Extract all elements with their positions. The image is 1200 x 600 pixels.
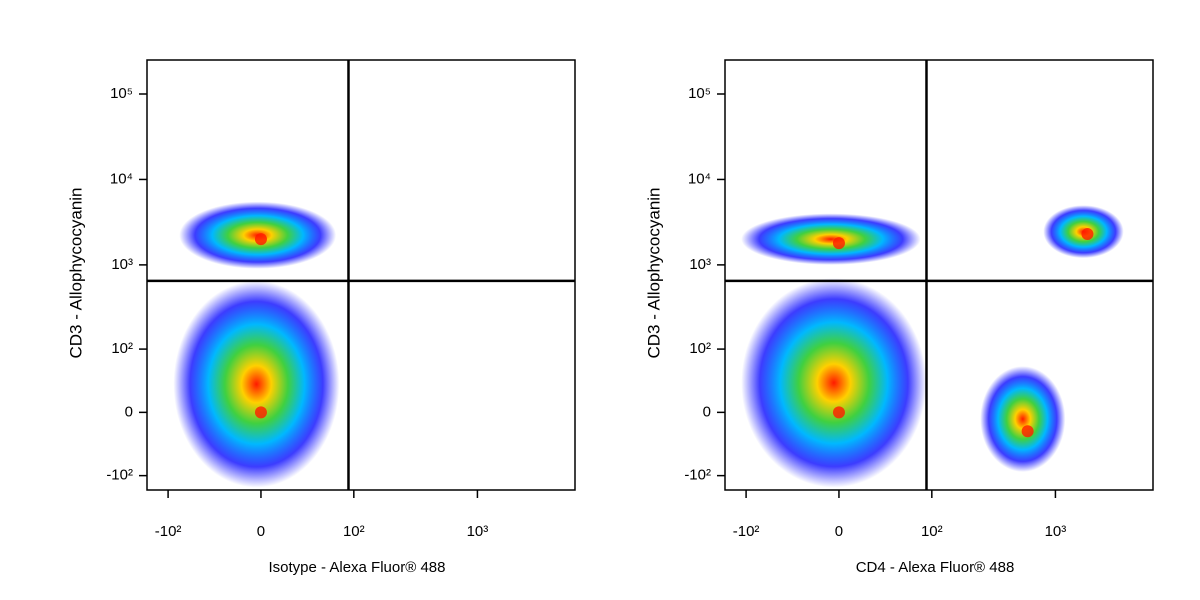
population-density — [173, 280, 340, 488]
x-tick-label: -10² — [155, 523, 182, 540]
y-tick-label: 10² — [689, 340, 711, 357]
population-center — [832, 237, 845, 250]
y-tick-label: 10³ — [111, 256, 133, 273]
x-tick-label: 10³ — [1045, 523, 1067, 540]
population-center — [1081, 227, 1094, 240]
y-tick-label: 10⁵ — [110, 85, 133, 102]
y-tick-label: 10³ — [689, 256, 711, 273]
x-tick-label: -10² — [733, 523, 760, 540]
x-tick-label: 10³ — [467, 523, 489, 540]
population-density — [980, 366, 1066, 472]
y-tick-label: 10⁴ — [688, 170, 711, 187]
population-density — [741, 278, 927, 488]
x-tick-label: 10² — [343, 523, 365, 540]
population-center — [832, 406, 845, 419]
y-tick-label: 10⁴ — [110, 170, 133, 187]
y-tick-label: 10⁵ — [688, 85, 711, 102]
y-axis-label: CD3 - Allophycocyanin — [644, 187, 663, 358]
plot-frame — [724, 59, 1154, 491]
y-axis-label: CD3 - Allophycocyanin — [66, 187, 85, 358]
y-tick-label: 0 — [703, 403, 711, 420]
population-center — [254, 233, 267, 246]
population-center — [254, 406, 267, 419]
x-tick-label: 10² — [921, 523, 943, 540]
population-center — [1021, 425, 1034, 438]
population-density — [741, 213, 921, 265]
y-tick-label: -10² — [106, 467, 133, 484]
y-tick-label: -10² — [684, 467, 711, 484]
x-axis-label: Isotype - Alexa Fluor® 488 — [269, 559, 446, 576]
x-tick-label: 0 — [835, 523, 843, 540]
y-tick-label: 0 — [125, 403, 133, 420]
plot-frame — [146, 59, 576, 491]
y-tick-label: 10² — [111, 340, 133, 357]
x-tick-label: 0 — [257, 523, 265, 540]
x-axis-label: CD4 - Alexa Fluor® 488 — [856, 559, 1015, 576]
